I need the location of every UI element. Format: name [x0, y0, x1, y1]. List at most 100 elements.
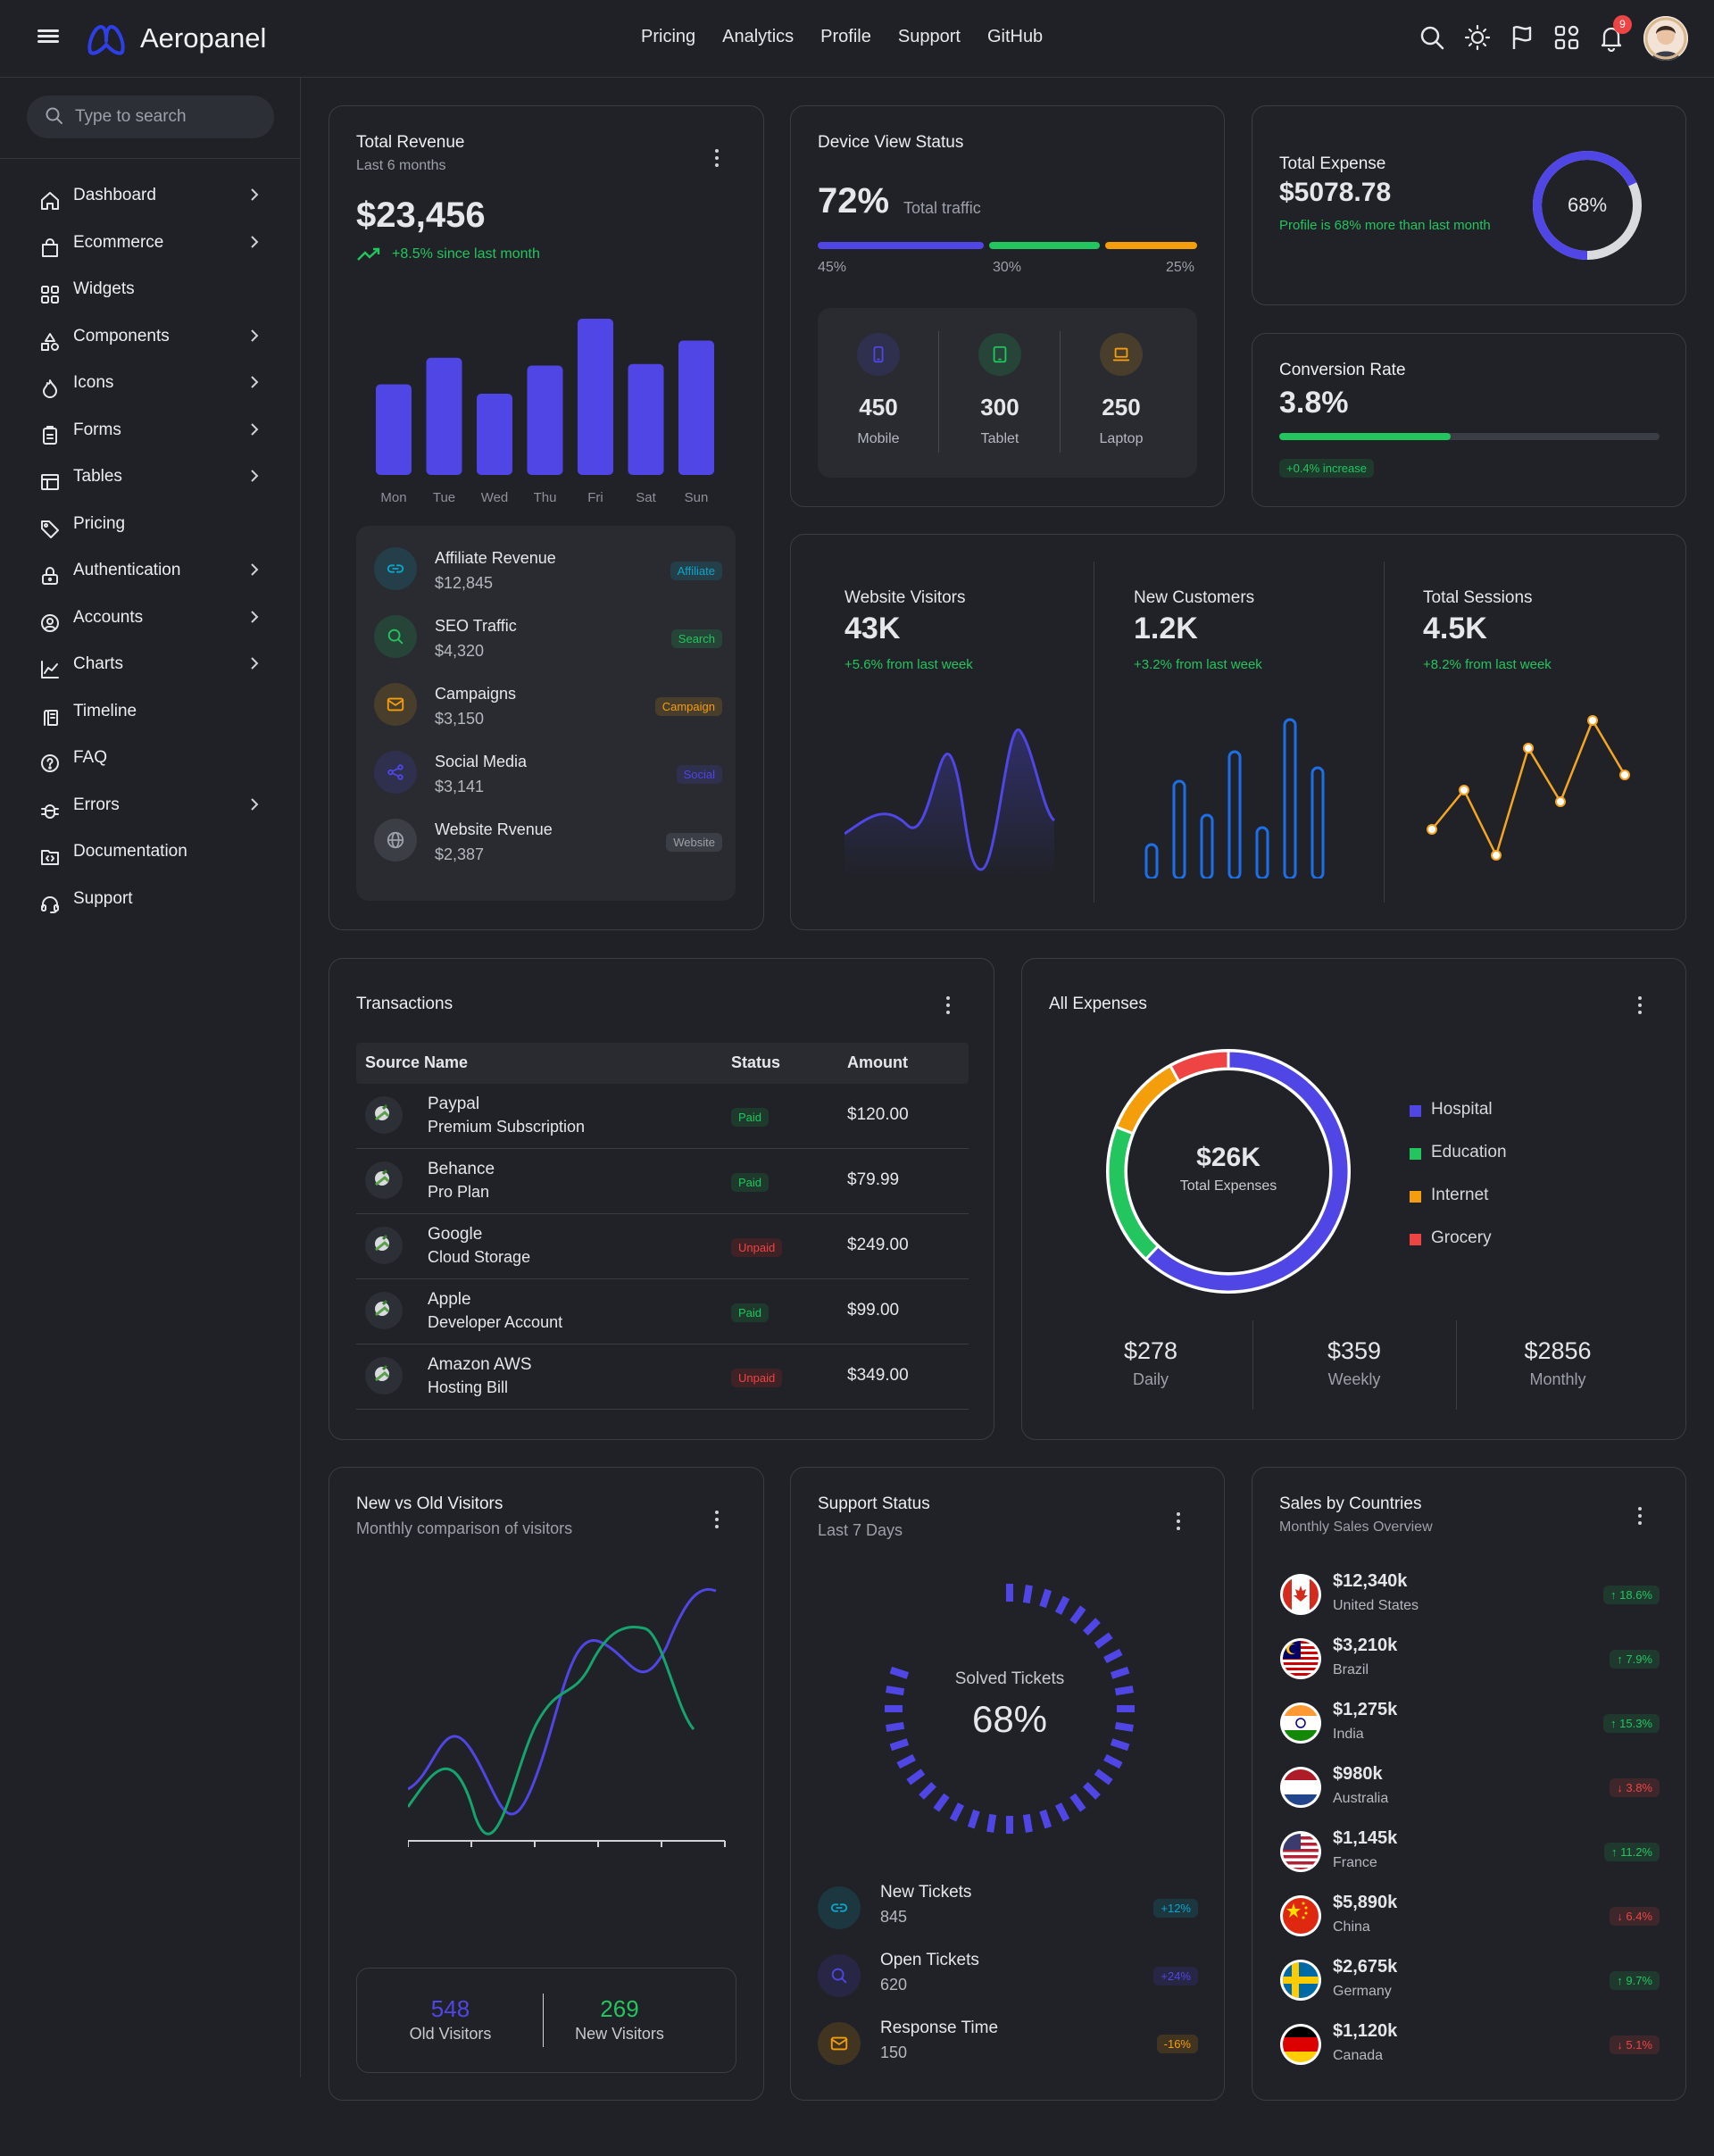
revenue-source-item[interactable]: Website Rvenue $2,387 Website	[374, 813, 722, 867]
source-logo-icon	[365, 1292, 403, 1329]
card-title: Device View Status	[818, 133, 964, 152]
new-visitors: 269 New Visitors	[544, 1995, 695, 2044]
menu-icon[interactable]	[37, 27, 59, 48]
revenue-source-item[interactable]: SEO Traffic $4,320 Search	[374, 610, 722, 663]
card-subtitle: Monthly comparison of visitors	[356, 1519, 573, 1537]
traffic-percent: 72%	[818, 181, 890, 221]
country-row[interactable]: $980k Australia ↓ 3.8%	[1279, 1761, 1660, 1814]
country-amount: $12,340k	[1333, 1571, 1408, 1591]
sidebar-item-ecommerce[interactable]: Ecommerce	[39, 225, 262, 261]
slice-grocery	[1168, 1049, 1230, 1084]
sidebar-item-accounts[interactable]: Accounts	[39, 600, 262, 636]
more-options-icon[interactable]	[945, 996, 951, 1014]
country-row[interactable]: $3,210k Brazil ↑ 7.9%	[1279, 1632, 1660, 1686]
sidebar-item-tables[interactable]: Tables	[39, 459, 262, 495]
sidebar-item-timeline[interactable]: Timeline	[39, 694, 262, 729]
avatar[interactable]	[1643, 16, 1688, 61]
sun-icon[interactable]	[1463, 23, 1492, 52]
nav-link-support[interactable]: Support	[897, 27, 961, 46]
table-row[interactable]: Amazon AWS Hosting Bill Unpaid $349.00	[356, 1344, 969, 1410]
sidebar-item-label: FAQ	[73, 748, 108, 767]
revenue-source-item[interactable]: Affiliate Revenue $12,845 Affiliate	[374, 542, 722, 595]
country-row[interactable]: $1,145k France ↑ 11.2%	[1279, 1825, 1660, 1878]
country-row[interactable]: $1,275k India ↑ 15.3%	[1279, 1696, 1660, 1750]
search-input[interactable]: Type to search	[27, 96, 274, 138]
sidebar-item-errors[interactable]: Errors	[39, 787, 262, 823]
country-row[interactable]: $1,120k Canada ↓ 5.1%	[1279, 2018, 1660, 2071]
table-row[interactable]: Apple Developer Account Paid $99.00	[356, 1279, 969, 1344]
legend-swatch	[1410, 1234, 1421, 1245]
brand-name[interactable]: Aeropanel	[140, 22, 267, 54]
sidebar-item-dashboard[interactable]: Dashboard	[39, 178, 262, 213]
tablet-icon	[978, 333, 1021, 376]
revenue-source-item[interactable]: Campaigns $3,150 Campaign	[374, 678, 722, 731]
flag-icon[interactable]	[1508, 23, 1536, 52]
table-row[interactable]: Google Cloud Storage Unpaid $249.00	[356, 1214, 969, 1279]
sidebar-item-forms[interactable]: Forms	[39, 412, 262, 448]
transaction-name: Behance	[428, 1160, 495, 1178]
x-tick-label: Wed	[481, 490, 509, 505]
column-header-status[interactable]: Status	[731, 1053, 781, 1071]
sidebar-item-pricing[interactable]: Pricing	[39, 506, 262, 542]
sidebar-item-documentation[interactable]: Documentation	[39, 834, 262, 870]
sidebar-item-icons[interactable]: Icons	[39, 365, 262, 401]
source-amount: $2,387	[435, 845, 485, 863]
period-label: Daily	[1132, 1370, 1169, 1388]
card-subtitle: Monthly Sales Overview	[1279, 1519, 1433, 1535]
metric-value: 4.5K	[1423, 612, 1487, 645]
bar-wed	[477, 394, 512, 475]
support-item[interactable]: Response Time 150 -16%	[818, 2017, 1198, 2072]
more-options-icon[interactable]	[714, 1511, 720, 1528]
country-row[interactable]: $2,675k Germany ↑ 9.7%	[1279, 1953, 1660, 2007]
apps-icon[interactable]	[1552, 23, 1581, 52]
country-change-badge: ↓ 5.1%	[1610, 2035, 1660, 2054]
nav-link-profile[interactable]: Profile	[820, 27, 871, 46]
gauge-tick	[949, 1802, 965, 1822]
chevron-right-icon	[246, 187, 262, 207]
donut-center-value: $26K	[1196, 1143, 1261, 1172]
table-row[interactable]: Behance Pro Plan Paid $79.99	[356, 1149, 969, 1214]
revenue-source-item[interactable]: Social Media $3,141 Social	[374, 745, 722, 799]
sidebar-item-authentication[interactable]: Authentication	[39, 553, 262, 588]
support-item[interactable]: New Tickets 845 +12%	[818, 1881, 1198, 1936]
transaction-name: Amazon AWS	[428, 1355, 532, 1374]
nav-link-pricing[interactable]: Pricing	[641, 27, 696, 46]
column-header-amount[interactable]: Amount	[847, 1053, 908, 1071]
country-row[interactable]: $12,340k United States ↑ 18.6%	[1279, 1568, 1660, 1621]
gauge-tick	[1110, 1666, 1130, 1679]
gauge-value: 68%	[971, 1698, 1048, 1740]
sidebar-item-charts[interactable]: Charts	[39, 646, 262, 682]
country-change-value: 15.3%	[1619, 1717, 1652, 1730]
sidebar-item-support[interactable]: Support	[39, 881, 262, 917]
sidebar-item-widgets[interactable]: Widgets	[39, 271, 262, 307]
column-header-source[interactable]: Source Name	[365, 1053, 469, 1071]
source-name: Social Media	[435, 753, 528, 770]
period-value: $278	[1123, 1337, 1178, 1364]
country-row[interactable]: $5,890k China ↓ 6.4%	[1279, 1889, 1660, 1943]
period-label: Weekly	[1327, 1370, 1381, 1388]
search-icon[interactable]	[1418, 23, 1446, 52]
support-item[interactable]: Open Tickets 620 +24%	[818, 1949, 1198, 2004]
visitors-compare-card: New vs Old Visitors Monthly comparison o…	[329, 1467, 764, 2101]
nav-link-github[interactable]: GitHub	[986, 27, 1044, 46]
source-amount: $3,150	[435, 710, 485, 728]
country-name: United States	[1333, 1598, 1419, 1613]
more-options-icon[interactable]	[714, 149, 720, 167]
sidebar-item-components[interactable]: Components	[39, 319, 262, 354]
sidebar-item-faq[interactable]: FAQ	[39, 740, 262, 776]
logo-icon[interactable]	[86, 20, 127, 57]
legend-label: Grocery	[1431, 1228, 1492, 1247]
country-name: France	[1333, 1855, 1377, 1870]
bar-fri	[578, 319, 613, 475]
legend-item-education: Education	[1410, 1141, 1588, 1166]
arrow-up-icon: ↑	[1610, 1717, 1620, 1730]
gauge-tick	[1054, 1595, 1070, 1615]
more-options-icon[interactable]	[1176, 1512, 1181, 1530]
legend-item-internet: Internet	[1410, 1184, 1588, 1209]
table-row[interactable]: Paypal Premium Subscription Paid $120.00	[356, 1084, 969, 1149]
total-expense-card: Total Expense $5078.78 Profile is 68% mo…	[1252, 105, 1686, 305]
bar-mon	[376, 384, 412, 475]
more-options-icon[interactable]	[1637, 996, 1643, 1014]
more-options-icon[interactable]	[1637, 1507, 1643, 1525]
nav-link-analytics[interactable]: Analytics	[722, 27, 795, 46]
